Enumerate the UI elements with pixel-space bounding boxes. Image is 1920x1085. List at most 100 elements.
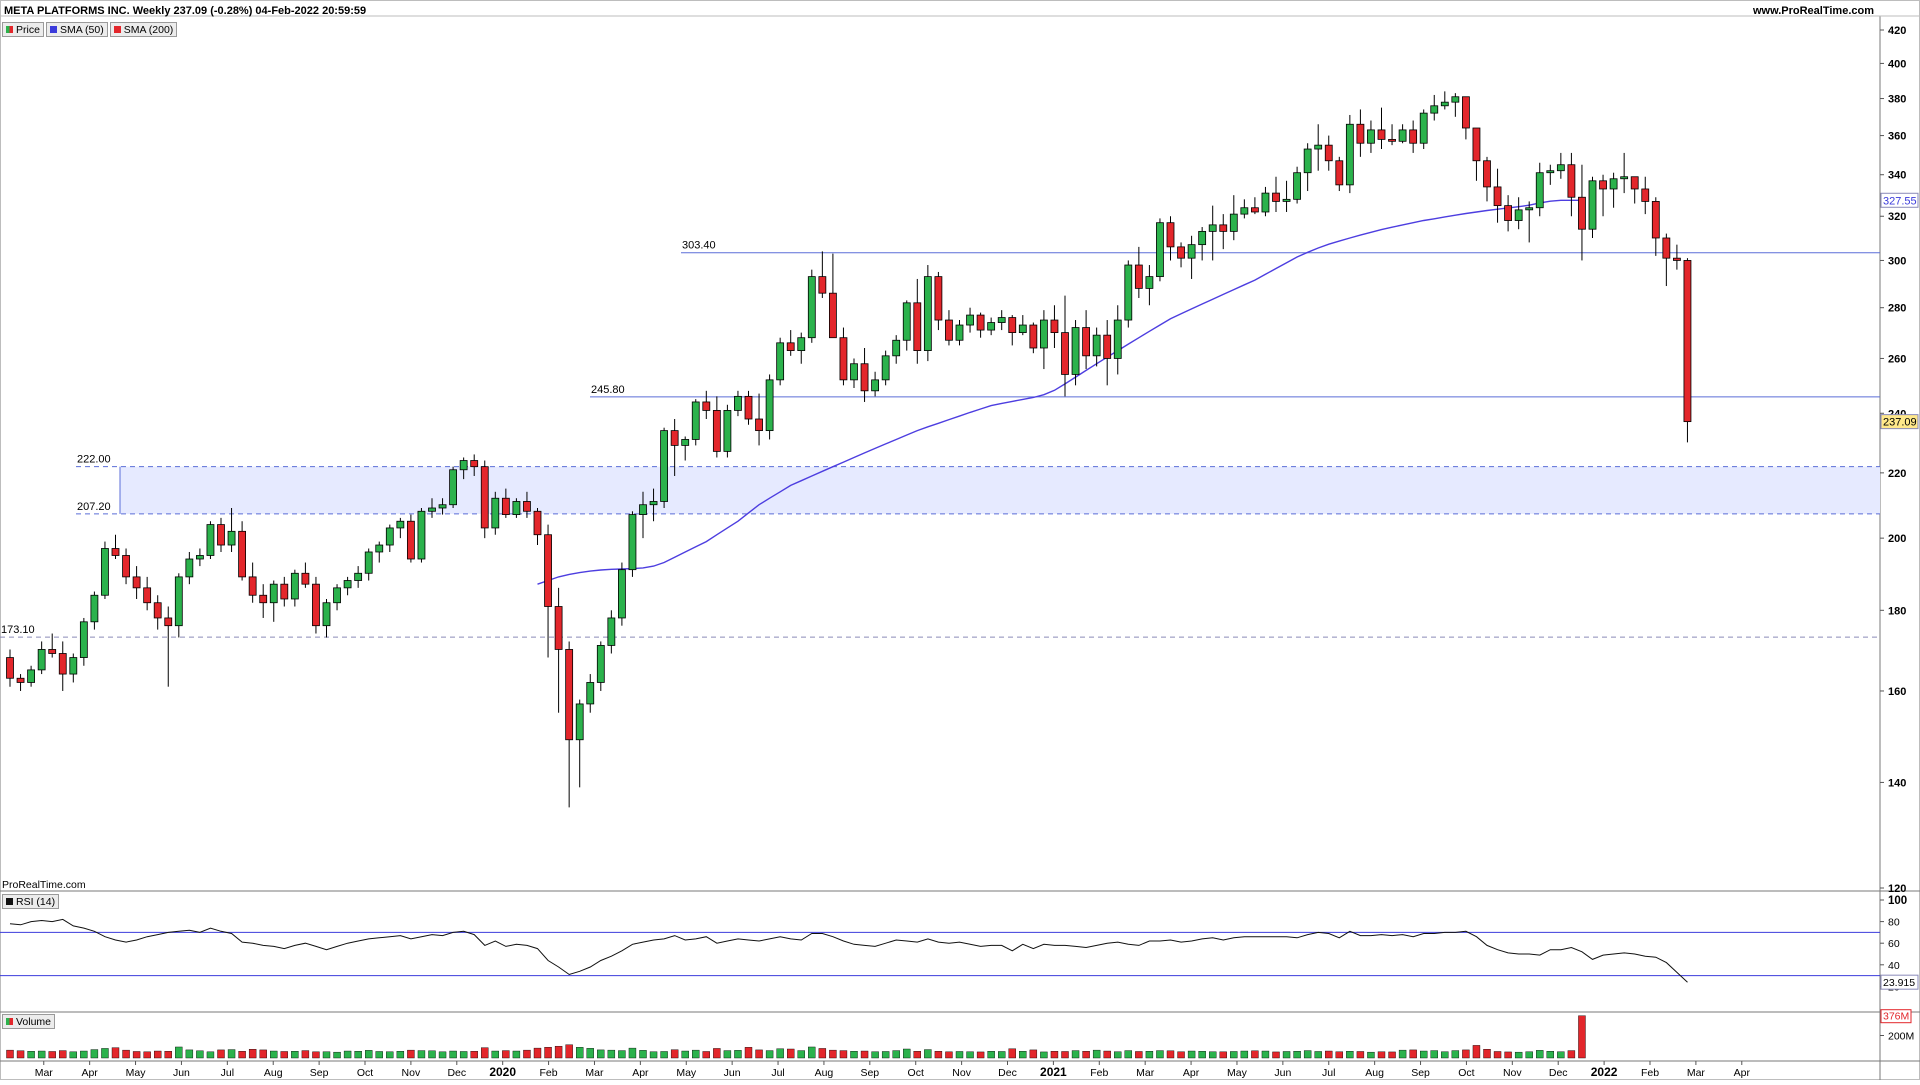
candle xyxy=(111,534,120,560)
y-tick-label: 360 xyxy=(1888,131,1906,143)
candle xyxy=(523,491,531,518)
candle xyxy=(1388,124,1396,146)
candle xyxy=(923,265,932,362)
legend-sma200[interactable]: SMA (200) xyxy=(109,22,178,37)
candle xyxy=(1398,124,1407,144)
x-tick-label: Mar xyxy=(35,1067,54,1079)
candle xyxy=(607,610,616,654)
volume-bar xyxy=(196,1050,204,1059)
candle xyxy=(618,562,626,626)
candle xyxy=(1567,152,1576,217)
candle-down xyxy=(1134,264,1143,289)
candle xyxy=(449,466,458,508)
candle-up xyxy=(1198,230,1207,246)
candle-down xyxy=(1324,144,1333,162)
x-tick-label: Apr xyxy=(81,1067,98,1079)
candle-up xyxy=(681,439,690,446)
volume-bar xyxy=(533,1047,542,1059)
x-tick-label: Jun xyxy=(173,1067,190,1079)
legend-rsi[interactable]: RSI (14) xyxy=(2,894,60,909)
candle xyxy=(206,521,215,560)
x-tick-label: Mar xyxy=(1687,1067,1706,1079)
volume-bar xyxy=(1251,1050,1259,1059)
candle-down xyxy=(280,583,289,600)
volume-bar xyxy=(417,1050,426,1059)
candle-up xyxy=(1303,148,1312,174)
candle-up xyxy=(1092,334,1101,357)
candle-up xyxy=(449,469,458,506)
volume-bar xyxy=(1462,1049,1470,1059)
volume-bar xyxy=(153,1050,162,1059)
candle-up xyxy=(343,580,352,589)
y-tick-label: 120 xyxy=(1888,883,1906,895)
legend-sma50[interactable]: SMA (50) xyxy=(45,22,108,37)
candle xyxy=(185,551,194,585)
candle-up xyxy=(628,514,637,571)
volume-bar xyxy=(1325,1050,1333,1059)
candle-up xyxy=(902,302,911,341)
candle-up xyxy=(987,322,996,331)
chart-title: META PLATFORMS INC. Weekly 237.09 (-0.28… xyxy=(4,5,367,17)
candle-up xyxy=(1535,172,1544,209)
sma200-swatch-icon xyxy=(113,26,121,33)
candle xyxy=(1620,152,1629,194)
volume-bar xyxy=(1525,1051,1533,1059)
candle-up xyxy=(1588,180,1597,230)
candle-down xyxy=(143,587,152,604)
candle-down xyxy=(712,410,721,452)
volume-bar xyxy=(628,1047,637,1059)
candle-up xyxy=(850,363,858,381)
candle-down xyxy=(48,649,57,654)
candle-up xyxy=(1367,129,1375,144)
volume-bar xyxy=(280,1051,288,1059)
candle-down xyxy=(1651,201,1660,239)
volume-bar xyxy=(185,1049,194,1059)
x-tick-label: Feb xyxy=(1090,1067,1108,1079)
candle xyxy=(396,517,405,539)
candle xyxy=(1377,107,1386,150)
candle xyxy=(702,390,711,420)
candle-up xyxy=(174,576,183,627)
candle xyxy=(1229,195,1238,241)
candle xyxy=(1145,265,1154,306)
candle-down xyxy=(1377,129,1386,140)
candle xyxy=(248,562,257,603)
candle xyxy=(1430,94,1439,121)
legend-price[interactable]: Price xyxy=(2,22,44,37)
y-tick-label: 280 xyxy=(1888,303,1906,315)
candle-down xyxy=(122,555,130,578)
candle xyxy=(217,517,225,552)
volume-bar xyxy=(1135,1051,1143,1059)
volume-bar xyxy=(248,1049,257,1059)
candle xyxy=(322,598,331,638)
website-link[interactable]: www.ProRealTime.com xyxy=(1752,5,1874,17)
candle xyxy=(1345,114,1354,194)
candle xyxy=(364,548,373,581)
volume-bar xyxy=(6,1049,14,1059)
volume-bar xyxy=(270,1050,278,1059)
candle-up xyxy=(575,703,584,741)
candle xyxy=(1303,143,1312,192)
legend-volume[interactable]: Volume xyxy=(2,1014,56,1029)
candle-down xyxy=(934,276,943,321)
x-tick-label: 2021 xyxy=(1040,1065,1067,1079)
volume-bar xyxy=(1282,1051,1291,1059)
volume-bar xyxy=(1441,1051,1449,1059)
x-tick-label: Sep xyxy=(1411,1067,1430,1079)
rsi-value-tag-box xyxy=(1880,974,1919,990)
candle-up xyxy=(797,337,806,351)
volume-bar xyxy=(881,1051,890,1059)
candle-up xyxy=(1187,244,1196,259)
candle xyxy=(101,541,109,599)
x-tick-label: Aug xyxy=(264,1067,283,1079)
volume-bar xyxy=(1557,1051,1565,1059)
volume-bar xyxy=(1377,1051,1386,1059)
candle-up xyxy=(1345,123,1354,186)
volume-bar xyxy=(386,1051,394,1059)
candle-up xyxy=(892,339,901,357)
x-tick-label: Feb xyxy=(1641,1067,1659,1079)
candle xyxy=(195,548,204,567)
candle-up xyxy=(1525,207,1534,211)
candle-up xyxy=(660,430,668,502)
candle-up xyxy=(90,594,99,623)
